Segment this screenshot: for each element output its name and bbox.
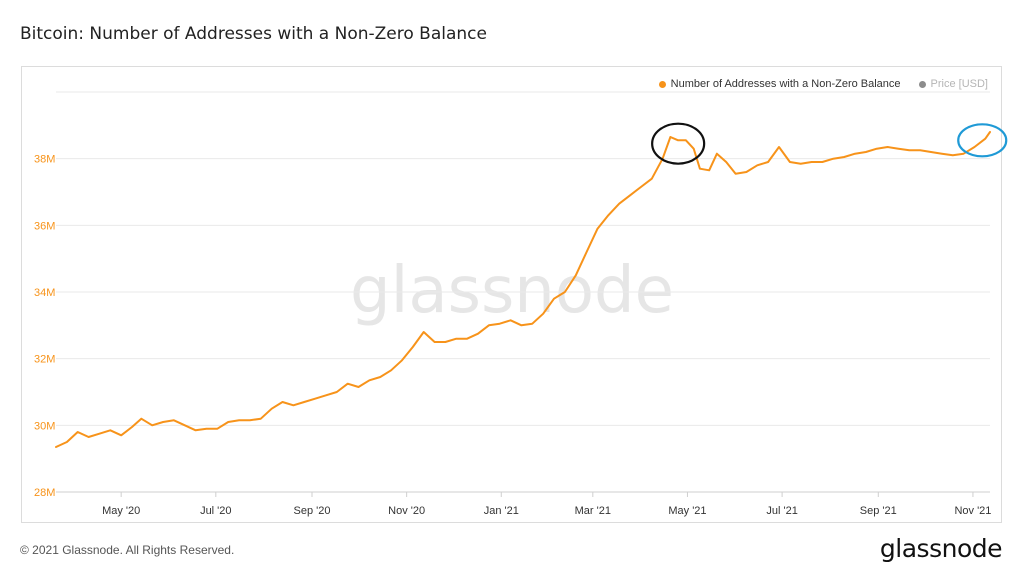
y-tick-label: 34M bbox=[34, 287, 55, 299]
x-tick-label: May '20 bbox=[102, 505, 140, 517]
x-tick-label: Sep '20 bbox=[294, 505, 331, 517]
x-tick-label: Jul '20 bbox=[200, 505, 231, 517]
legend-label-addresses: Number of Addresses with a Non-Zero Bala… bbox=[670, 78, 901, 90]
y-tick-label: 36M bbox=[34, 220, 55, 232]
y-tick-label: 32M bbox=[34, 354, 55, 366]
chart-legend: Number of Addresses with a Non-Zero Bala… bbox=[658, 78, 988, 90]
series-line-addresses bbox=[55, 131, 991, 448]
annotation-circle-blue bbox=[957, 123, 1008, 158]
x-tick-label: Jul '21 bbox=[766, 505, 797, 517]
legend-label-price: Price [USD] bbox=[930, 78, 988, 90]
legend-item-addresses[interactable]: Number of Addresses with a Non-Zero Bala… bbox=[658, 78, 901, 90]
y-tick-label: 38M bbox=[34, 154, 55, 166]
x-tick-label: Sep '21 bbox=[860, 505, 897, 517]
chart-title: Bitcoin: Number of Addresses with a Non-… bbox=[20, 24, 487, 44]
chart-frame bbox=[21, 66, 1002, 523]
x-tick-label: Nov '20 bbox=[388, 505, 425, 517]
x-tick-label: Nov '21 bbox=[954, 505, 991, 517]
legend-dot-price bbox=[918, 80, 926, 88]
annotation-circle-black bbox=[651, 122, 706, 165]
x-tick-label: Mar '21 bbox=[575, 505, 611, 517]
y-tick-label: 28M bbox=[34, 487, 55, 499]
legend-dot-addresses bbox=[658, 80, 666, 88]
y-tick-label: 30M bbox=[34, 420, 55, 432]
brand-logo: glassnode bbox=[879, 534, 1003, 563]
watermark: glassnode bbox=[350, 254, 674, 328]
legend-item-price[interactable]: Price [USD] bbox=[918, 78, 988, 90]
x-tick-label: May '21 bbox=[668, 505, 706, 517]
copyright-footer: © 2021 Glassnode. All Rights Reserved. bbox=[20, 543, 235, 557]
x-tick-label: Jan '21 bbox=[484, 505, 519, 517]
